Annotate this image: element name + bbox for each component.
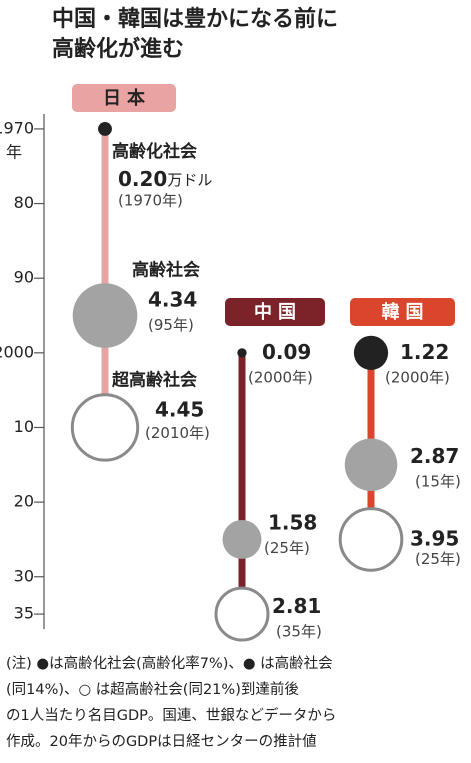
bubble (98, 121, 112, 136)
y-tick-label: 90 (14, 268, 34, 287)
year-label: (35年) (276, 623, 322, 641)
value-text: 3.95 (410, 526, 459, 550)
value-text: 0.09 (262, 339, 311, 363)
value-label: 0.09 (262, 339, 311, 363)
y-tick-label: 2000 (0, 342, 34, 361)
year-label: (15年) (415, 472, 461, 490)
y-tick-label: 35 (14, 604, 34, 623)
note: の1人当たり名目GDP。国連、世銀などデータから (6, 706, 336, 724)
y-tick-label: 1970 (0, 118, 34, 137)
legend-label: 日本 (103, 87, 151, 109)
series-header (225, 298, 325, 326)
chart-title: 高齢化が進む (52, 36, 184, 62)
year-label: (95年) (148, 316, 194, 334)
legend-label: 韓国 (382, 301, 430, 323)
note: 作成。20年からのGDPは日経センターの推計値 (6, 733, 317, 750)
bubble (70, 393, 140, 462)
year-label: (2000年) (248, 368, 313, 386)
legend-label: 中国 (254, 301, 302, 323)
year-label: (2000年) (385, 368, 450, 386)
bubble (214, 586, 270, 642)
y-axis-label: 年 (6, 142, 22, 161)
year-label: (25年) (415, 550, 461, 568)
bubble (353, 335, 389, 370)
value-text: 0.20 (118, 166, 167, 190)
value-text: 2.81 (272, 594, 321, 618)
value-label: 4.45 (155, 397, 204, 421)
year-label: (25年) (264, 539, 310, 557)
value-label: 2.87 (410, 443, 459, 467)
y-tick-label: 20 (14, 492, 34, 511)
bubble (344, 438, 398, 492)
series-header (72, 84, 176, 112)
stage-label: 高齢社会 (132, 260, 200, 281)
year-label: (2010年) (145, 424, 210, 442)
note: (注) ●は高齢化社会(高齢化率7%)、● は高齢社会 (6, 655, 333, 672)
bubble (72, 283, 138, 348)
y-tick-label: 10 (14, 417, 34, 436)
bubble (222, 519, 262, 559)
value-label: 3.95 (410, 526, 459, 550)
y-tick-label: 30 (14, 566, 34, 585)
value-text: 4.45 (155, 397, 204, 421)
bubble (237, 348, 247, 358)
chart-title: 中国・韓国は豊かになる前に (52, 6, 338, 32)
value-label: 1.22 (400, 339, 449, 363)
y-tick-label: 80 (14, 193, 34, 212)
value-text: 1.22 (400, 339, 449, 363)
value-label: 4.34 (148, 287, 197, 311)
value-text: 4.34 (148, 287, 197, 311)
stage-label: 超高齢社会 (112, 369, 197, 390)
bubble (338, 507, 404, 572)
value-label: 0.20万ドル (118, 166, 212, 190)
value-label: 1.58 (268, 510, 317, 534)
stage-label: 高齢化社会 (112, 141, 197, 162)
value-text: 1.58 (268, 510, 317, 534)
series-header (350, 298, 455, 326)
unit: 万ドル (167, 170, 212, 188)
value-text: 2.87 (410, 443, 459, 467)
year-label: (1970年) (118, 191, 183, 209)
value-label: 2.81 (272, 594, 321, 618)
note: (同14%)、○ は超高齢社会(同21%)到達前後 (6, 681, 299, 698)
